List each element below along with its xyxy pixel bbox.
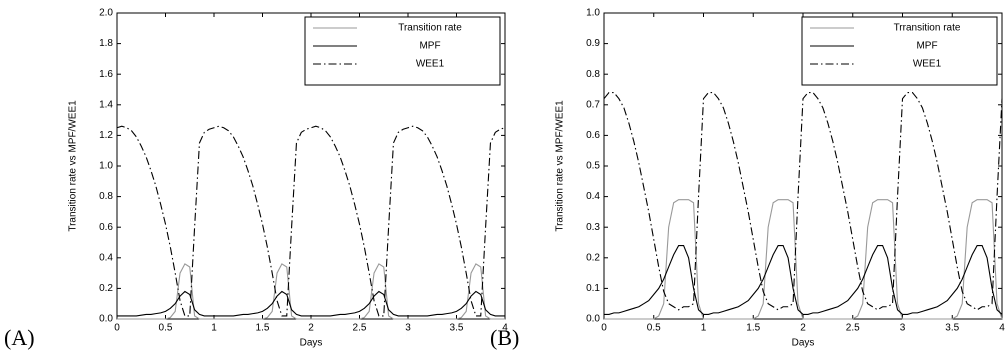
x-tick-label: 2.5: [846, 323, 860, 334]
series-line: [604, 199, 1003, 320]
y-tick-label: 0.9: [586, 38, 600, 49]
y-tick-label: 1.4: [99, 99, 113, 110]
x-tick-label: 2: [308, 323, 314, 334]
panel-label: (B): [490, 325, 519, 350]
series-line: [117, 263, 505, 320]
y-tick-label: 1.6: [99, 69, 113, 80]
x-tick-label: 0: [114, 323, 120, 334]
y-tick-label: 1.2: [99, 130, 113, 141]
x-axis-label: Days: [792, 338, 815, 349]
y-tick-label: 0.0: [99, 314, 113, 325]
legend-label: MPF: [916, 41, 937, 52]
y-tick-label: 0.0: [586, 314, 600, 325]
y-tick-label: 0.4: [586, 191, 600, 202]
x-tick-label: 0: [601, 323, 607, 334]
y-tick-label: 1.0: [586, 8, 600, 19]
x-tick-label: 3.5: [945, 323, 959, 334]
series-line: [116, 125, 506, 317]
legend-label: Trransition rate: [894, 23, 961, 34]
x-tick-label: 3: [405, 323, 411, 334]
x-tick-label: 4: [502, 323, 508, 334]
y-tick-label: 0.2: [586, 252, 600, 263]
y-tick-label: 0.8: [99, 191, 113, 202]
panel-label: (A): [4, 325, 35, 350]
y-tick-label: 0.5: [586, 161, 600, 172]
x-tick-label: 0.5: [159, 323, 173, 334]
y-tick-label: 0.8: [586, 69, 600, 80]
legend-label: MPF: [419, 41, 440, 52]
legend-label: WEE1: [913, 59, 942, 70]
legend-label: WEE1: [416, 59, 445, 70]
x-tick-label: 2.5: [353, 323, 367, 334]
series-line: [604, 245, 1003, 315]
y-axis-label: Transition rate vs MPF/WEE1: [68, 100, 79, 232]
y-tick-label: 0.4: [99, 252, 113, 263]
y-tick-label: 2.0: [99, 8, 113, 19]
series-line: [117, 290, 505, 317]
y-tick-label: 0.3: [586, 222, 600, 233]
legend-label: Transition rate: [398, 23, 462, 34]
y-axis-label: Transition rate vs MPF/WEE1: [555, 100, 566, 232]
x-tick-label: 1: [211, 323, 217, 334]
series-line: [603, 92, 1003, 311]
y-tick-label: 0.2: [99, 283, 113, 294]
x-tick-label: 3: [900, 323, 906, 334]
y-tick-label: 0.6: [99, 222, 113, 233]
x-tick-label: 2: [800, 323, 806, 334]
x-axis-label: Days: [300, 338, 323, 349]
y-tick-label: 0.6: [586, 130, 600, 141]
x-tick-label: 4: [999, 323, 1005, 334]
x-tick-label: 0.5: [647, 323, 661, 334]
y-tick-label: 1.0: [99, 161, 113, 172]
x-tick-label: 1.5: [746, 323, 760, 334]
x-tick-label: 3.5: [450, 323, 464, 334]
x-tick-label: 1: [701, 323, 707, 334]
y-tick-label: 0.1: [586, 283, 600, 294]
y-tick-label: 0.7: [586, 99, 600, 110]
y-tick-label: 1.8: [99, 38, 113, 49]
x-tick-label: 1.5: [256, 323, 270, 334]
